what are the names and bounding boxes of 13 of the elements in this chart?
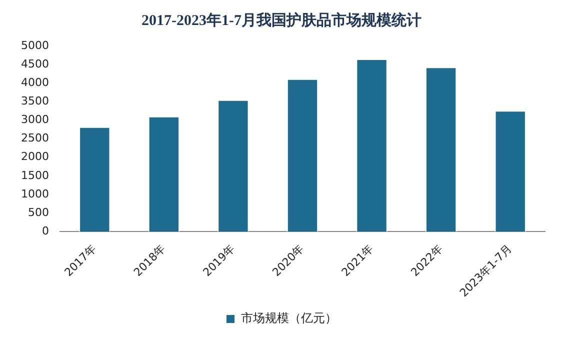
legend-label: 市场规模（亿元） [241, 311, 337, 326]
y-tick-label: 3000 [20, 113, 49, 126]
y-tick-label: 1500 [20, 168, 49, 182]
y-tick-label: 0 [42, 224, 49, 238]
y-tick-label: 2500 [20, 132, 49, 145]
chart-title: 2017-2023年1-7月我国护肤品市场规模统计 [142, 10, 422, 29]
y-tick-label: 4500 [20, 57, 49, 70]
y-tick-label: 5000 [20, 38, 49, 52]
y-tick-label: 4000 [20, 76, 49, 89]
y-tick-label: 3500 [20, 94, 49, 108]
y-tick-label: 500 [28, 206, 49, 219]
y-tick-label: 2000 [20, 150, 49, 164]
y-tick-label: 1000 [20, 187, 49, 200]
